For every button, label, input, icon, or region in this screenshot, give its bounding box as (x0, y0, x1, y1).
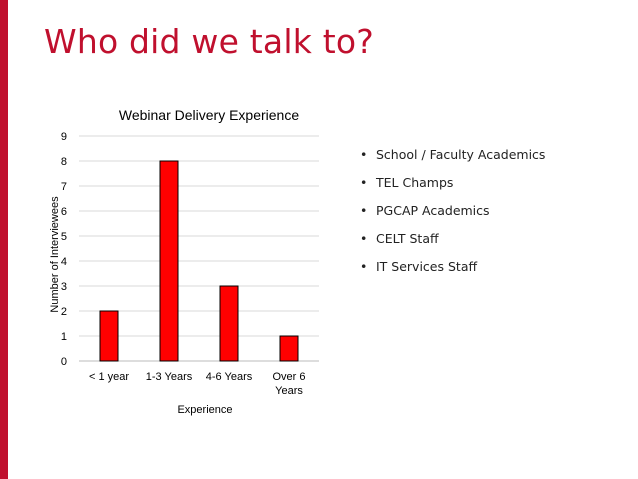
bullet-dot: • (360, 231, 368, 246)
bar (279, 335, 299, 362)
y-tick-label: 0 (61, 356, 67, 368)
bullet-item: • CELT Staff (360, 225, 545, 253)
y-tick-label: 4 (61, 256, 67, 268)
x-axis-label: Experience (177, 404, 232, 416)
bullet-dot: • (360, 259, 368, 274)
y-tick-label: 9 (61, 131, 67, 143)
bullet-text: TEL Champs (376, 175, 454, 190)
slide-title: Who did we talk to? (44, 22, 374, 61)
y-tick-label: 5 (61, 231, 67, 243)
y-tick-label: 6 (61, 206, 67, 218)
x-tick-label: 4-6 Years (206, 371, 253, 383)
bullet-item: • PGCAP Academics (360, 197, 545, 225)
bullet-dot: • (360, 147, 368, 162)
bullet-dot: • (360, 175, 368, 190)
chart-svg: Webinar Delivery Experience 0 1 2 3 4 5 6 7 8 9 < 1… (49, 107, 319, 416)
y-tick-label: 8 (61, 156, 67, 168)
bar (99, 310, 119, 362)
chart-title: Webinar Delivery Experience (119, 107, 299, 123)
bullet-text: CELT Staff (376, 231, 439, 246)
bullet-text: School / Faculty Academics (376, 147, 546, 162)
y-tick-label: 7 (61, 181, 67, 193)
bar (219, 285, 239, 362)
bullet-item: • TEL Champs (360, 169, 545, 197)
x-tick-label: 1-3 Years (146, 371, 193, 383)
y-tick-label: 3 (61, 281, 67, 293)
y-tick-label: 1 (61, 331, 67, 343)
bullet-text: IT Services Staff (376, 259, 478, 274)
bullet-dot: • (360, 203, 368, 218)
bar-chart: Webinar Delivery Experience 0 1 2 3 4 5 6 7 8 9 < 1… (36, 100, 332, 427)
bullet-text: PGCAP Academics (376, 203, 490, 218)
x-tick-label: < 1 year (89, 371, 129, 383)
y-axis-label: Number of Interviewees (49, 196, 61, 313)
bullet-item: • IT Services Staff (360, 253, 545, 281)
y-tick-label: 2 (61, 306, 67, 318)
bar (159, 160, 179, 362)
bullet-list: • School / Faculty Academics • TEL Champs • P… (360, 141, 545, 281)
x-tick-label: Over 6 Years (272, 371, 305, 397)
accent-bar (0, 0, 8, 479)
bullet-item: • School / Faculty Academics (360, 141, 545, 169)
